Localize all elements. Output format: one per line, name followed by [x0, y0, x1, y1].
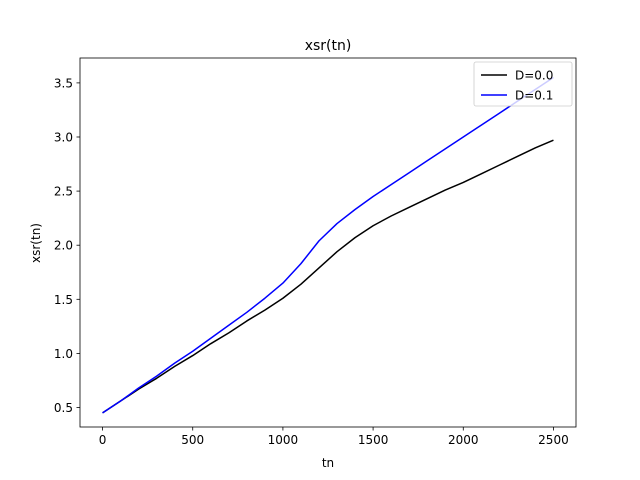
- chart-title: xsr(tn): [305, 38, 352, 54]
- plot-lines: [102, 76, 554, 414]
- y-axis: 0.5 1.0 1.5 2.0 2.5 3.0 3.5: [54, 76, 80, 415]
- y-tick-label: 3.0: [54, 130, 73, 144]
- series-line-1: [102, 76, 554, 414]
- y-tick-label: 3.5: [54, 76, 73, 90]
- x-axis: 0 500 1000 1500 2000 2500: [99, 427, 569, 447]
- y-tick-label: 2.5: [54, 185, 73, 199]
- y-tick-label: 2.0: [54, 239, 73, 253]
- y-tick-label: 1.0: [54, 347, 73, 361]
- legend: D=0.0 D=0.1: [473, 61, 573, 107]
- x-tick-label: 1500: [358, 433, 389, 447]
- x-tick-label: 500: [181, 433, 204, 447]
- y-tick-label: 0.5: [54, 401, 73, 415]
- legend-label-1: D=0.1: [515, 89, 553, 103]
- x-tick-label: 2000: [448, 433, 479, 447]
- x-tick-label: 1000: [268, 433, 299, 447]
- plot-frame: [79, 57, 577, 428]
- legend-label-0: D=0.0: [515, 69, 553, 83]
- y-axis-label: xsr(tn): [29, 223, 43, 263]
- x-tick-label: 2500: [538, 433, 569, 447]
- x-axis-label: tn: [322, 456, 334, 470]
- x-tick-label: 0: [99, 433, 107, 447]
- series-line-0: [102, 139, 554, 414]
- y-tick-label: 1.5: [54, 293, 73, 307]
